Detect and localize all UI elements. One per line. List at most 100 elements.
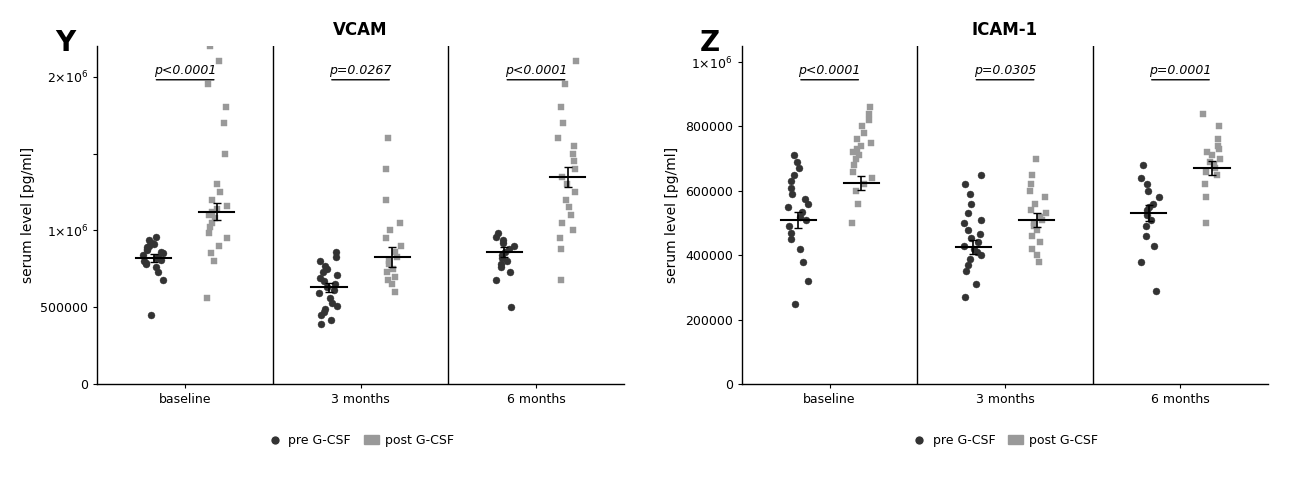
Point <box>391 242 411 250</box>
Point <box>137 243 157 251</box>
Point <box>202 196 223 204</box>
Point <box>494 239 514 247</box>
Point <box>313 277 334 285</box>
Point <box>315 305 335 312</box>
Point <box>139 242 160 250</box>
Point <box>958 210 978 217</box>
Point <box>1035 210 1056 217</box>
Point <box>846 187 866 195</box>
Point <box>309 257 330 265</box>
Point <box>851 142 871 150</box>
Point <box>311 311 331 319</box>
Point <box>137 245 157 252</box>
Point <box>786 158 807 166</box>
Point <box>1030 239 1051 246</box>
Point <box>556 196 576 204</box>
Point <box>1023 219 1044 227</box>
Point <box>206 205 227 213</box>
Point <box>151 256 171 264</box>
Point <box>151 248 171 256</box>
Point <box>559 204 580 211</box>
Point <box>781 178 802 185</box>
Point <box>1133 161 1154 169</box>
Point <box>1136 232 1156 240</box>
Point <box>217 234 237 242</box>
Point <box>798 200 819 207</box>
Point <box>142 239 162 247</box>
Point <box>1020 187 1040 195</box>
Point <box>795 216 816 224</box>
Point <box>209 58 229 65</box>
Point <box>320 294 340 302</box>
Point <box>552 219 572 227</box>
Point <box>565 188 585 196</box>
Point <box>1022 232 1043 240</box>
Point <box>1130 174 1151 182</box>
Point <box>1209 122 1230 130</box>
Text: p<0.0001: p<0.0001 <box>505 64 567 77</box>
Point <box>383 265 403 273</box>
Point <box>214 119 235 127</box>
Point <box>843 148 864 156</box>
Point <box>134 257 155 265</box>
Point <box>779 222 799 230</box>
Text: p<0.0001: p<0.0001 <box>153 64 217 77</box>
Point <box>844 161 865 169</box>
Title: VCAM: VCAM <box>334 21 388 39</box>
Point <box>1022 245 1043 252</box>
Point <box>144 240 165 248</box>
Point <box>317 265 338 273</box>
Point <box>325 280 345 288</box>
Point <box>1030 213 1051 220</box>
Point <box>552 245 572 252</box>
Point <box>486 276 507 283</box>
Point <box>491 264 512 271</box>
Point <box>1130 258 1151 265</box>
Point <box>860 103 880 111</box>
Text: p=0.0267: p=0.0267 <box>330 64 392 77</box>
Point <box>309 289 330 297</box>
Point <box>553 119 574 127</box>
Point <box>561 211 581 219</box>
Point <box>210 188 231 196</box>
Point <box>389 219 410 227</box>
Point <box>562 227 583 234</box>
Point <box>316 283 336 291</box>
Point <box>965 280 986 288</box>
Point <box>209 242 229 250</box>
Point <box>152 276 173 283</box>
Point <box>321 316 342 324</box>
Legend: pre G-CSF, post G-CSF: pre G-CSF, post G-CSF <box>906 429 1103 452</box>
Point <box>858 110 879 118</box>
Point <box>1141 216 1161 224</box>
Point <box>378 276 398 283</box>
Point <box>148 268 169 276</box>
Point <box>378 268 398 276</box>
Point <box>201 250 222 257</box>
Point <box>959 255 980 263</box>
Point <box>960 234 981 241</box>
Point <box>789 165 809 172</box>
Point <box>199 229 219 237</box>
Point <box>1204 161 1225 169</box>
Point <box>1137 180 1158 188</box>
Text: Z: Z <box>700 29 721 57</box>
Point <box>1027 226 1048 233</box>
Point <box>566 58 586 65</box>
Point <box>313 268 334 276</box>
Text: p<0.0001: p<0.0001 <box>798 64 861 77</box>
Point <box>375 196 396 204</box>
Point <box>376 234 397 242</box>
Point <box>971 216 991 224</box>
Point <box>137 247 157 254</box>
Point <box>550 104 571 111</box>
Point <box>1196 148 1217 156</box>
Point <box>1195 180 1216 188</box>
Point <box>489 229 509 237</box>
Point <box>962 200 982 207</box>
Point <box>1143 200 1164 207</box>
Point <box>492 254 513 262</box>
Point <box>1146 287 1167 295</box>
Point <box>849 152 870 159</box>
Point <box>380 227 401 234</box>
